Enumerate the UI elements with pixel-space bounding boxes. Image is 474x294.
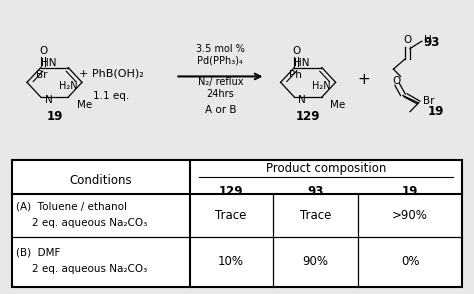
Text: Ph: Ph — [289, 70, 302, 80]
Text: 19: 19 — [402, 185, 418, 198]
Text: 93: 93 — [423, 36, 440, 49]
Text: 1.1 eq.: 1.1 eq. — [93, 91, 129, 101]
Text: N: N — [298, 95, 306, 105]
Text: 3.5 mol %: 3.5 mol % — [196, 44, 245, 54]
Text: >90%: >90% — [392, 209, 428, 222]
Text: 24hrs: 24hrs — [207, 89, 234, 99]
Text: +: + — [358, 72, 370, 87]
Text: 19: 19 — [46, 110, 63, 123]
Text: 90%: 90% — [302, 255, 328, 268]
Text: N₂/ reflux: N₂/ reflux — [198, 77, 243, 87]
Text: 10%: 10% — [218, 255, 244, 268]
Text: O: O — [39, 46, 47, 56]
Text: O: O — [292, 46, 301, 56]
Text: 129: 129 — [219, 185, 243, 198]
Text: Br: Br — [423, 96, 435, 106]
Text: 19: 19 — [428, 105, 445, 118]
Text: (A)  Toluene / ethanol: (A) Toluene / ethanol — [16, 201, 127, 212]
Text: O: O — [403, 35, 412, 45]
Text: Me: Me — [330, 100, 346, 110]
Text: Product composition: Product composition — [266, 162, 386, 175]
Text: HN: HN — [41, 58, 56, 68]
Text: (B)  DMF: (B) DMF — [16, 248, 60, 258]
Text: A or B: A or B — [205, 105, 236, 115]
Bar — [12, 160, 462, 287]
Text: Br: Br — [36, 70, 48, 80]
Text: 2 eq. aqueous Na₂CO₃: 2 eq. aqueous Na₂CO₃ — [32, 218, 147, 228]
Text: 0%: 0% — [401, 255, 419, 268]
Text: O: O — [392, 76, 401, 86]
Text: 129: 129 — [296, 110, 320, 123]
Text: H₂N: H₂N — [312, 81, 331, 91]
Text: Conditions: Conditions — [69, 173, 132, 187]
Text: + PhB(OH)₂: + PhB(OH)₂ — [79, 69, 144, 78]
Text: Trace: Trace — [300, 209, 331, 222]
Text: 2 eq. aqueous Na₂CO₃: 2 eq. aqueous Na₂CO₃ — [32, 264, 147, 274]
Text: Pd(PPh₃)₄: Pd(PPh₃)₄ — [198, 55, 243, 65]
Text: N: N — [45, 95, 52, 105]
Text: 93: 93 — [307, 185, 323, 198]
Text: H₂N: H₂N — [59, 81, 77, 91]
Text: H: H — [424, 35, 432, 45]
Text: Trace: Trace — [215, 209, 247, 222]
Text: Me: Me — [77, 100, 92, 110]
Text: HN: HN — [294, 58, 310, 68]
